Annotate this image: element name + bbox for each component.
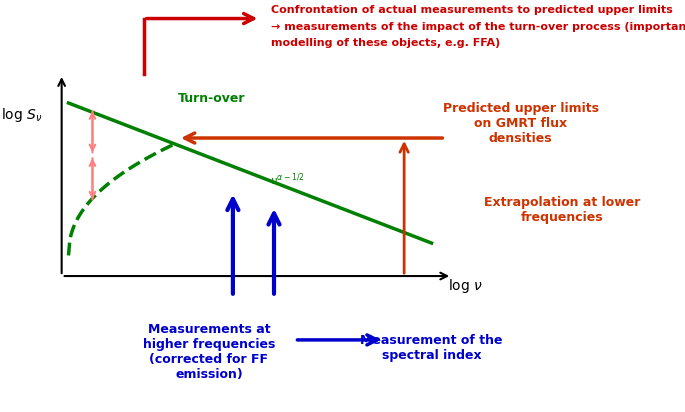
Text: log $S_\nu$: log $S_\nu$: [1, 106, 42, 124]
Text: log $\nu$: log $\nu$: [448, 277, 484, 295]
Text: → measurements of the impact of the turn-over process (important for: → measurements of the impact of the turn…: [271, 22, 685, 32]
Text: Confrontation of actual measurements to predicted upper limits: Confrontation of actual measurements to …: [271, 5, 672, 15]
Text: Predicted upper limits
on GMRT flux
densities: Predicted upper limits on GMRT flux dens…: [443, 102, 599, 145]
Text: $\nu^{\alpha-1/2}$: $\nu^{\alpha-1/2}$: [271, 171, 305, 187]
Text: modelling of these objects, e.g. FFA): modelling of these objects, e.g. FFA): [271, 38, 500, 48]
Text: Extrapolation at lower
frequencies: Extrapolation at lower frequencies: [484, 196, 640, 224]
Text: Measurement of the
spectral index: Measurement of the spectral index: [360, 334, 503, 362]
Text: Turn-over: Turn-over: [178, 92, 246, 105]
Text: Measurements at
higher frequencies
(corrected for FF
emission): Measurements at higher frequencies (corr…: [142, 323, 275, 381]
